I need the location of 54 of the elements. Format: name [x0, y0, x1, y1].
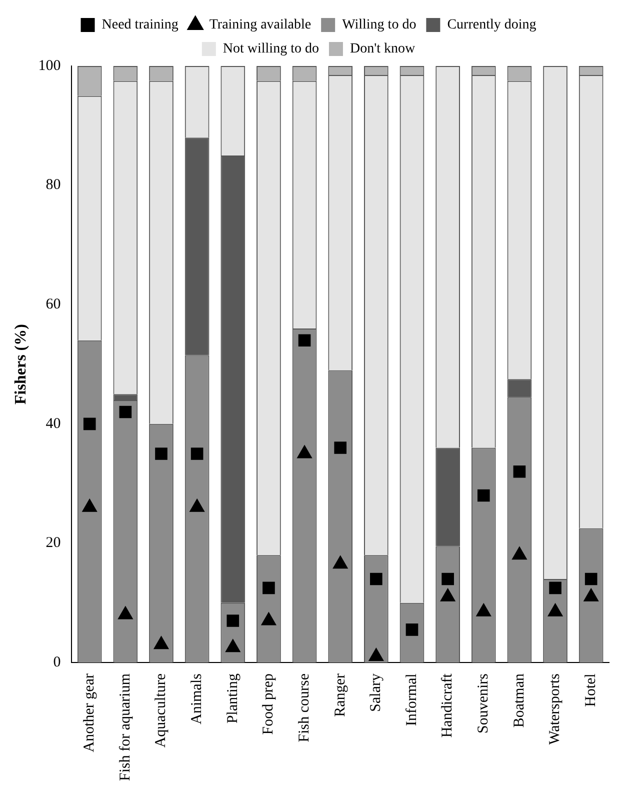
point [190, 448, 204, 460]
point [155, 448, 168, 460]
x-tick-label: Salary [368, 673, 384, 712]
point [298, 334, 311, 347]
point [548, 603, 563, 616]
x-tick-label: Handicraft [440, 672, 456, 738]
x-tick-label: Animals [189, 673, 206, 724]
point [334, 442, 347, 454]
point [370, 572, 382, 586]
legend-label: Don't know [350, 42, 416, 57]
x-tick-label: Ranger [332, 674, 348, 717]
point [368, 648, 384, 662]
point [332, 556, 348, 569]
point [549, 582, 562, 594]
legend-label: Training available [209, 18, 312, 33]
point [513, 465, 526, 478]
point [225, 639, 240, 652]
x-tick-label: Boatman [511, 673, 528, 728]
x-tick-label: Planting [224, 673, 241, 724]
x-tick-label: Aquaculture [153, 673, 170, 748]
point [190, 498, 204, 512]
point [584, 572, 598, 586]
x-tick-label: Informal [404, 674, 420, 726]
y-tick-label: 40 [46, 416, 61, 432]
x-tick-label: Souvenirs [476, 673, 492, 734]
y-tick-label: 100 [38, 58, 61, 74]
x-tick-label: Another gear [82, 674, 98, 752]
legend-label: Need training [102, 18, 178, 33]
y-axis-title: Fishers (%) [12, 324, 30, 404]
point [584, 588, 599, 602]
point [442, 572, 454, 586]
x-tick-label: Fish for aquarium [117, 673, 134, 781]
x-tick-label: Food prep [260, 674, 277, 735]
legend-label: Willing to do [342, 18, 416, 33]
point [261, 612, 276, 626]
legend-label: Currently doing [447, 18, 536, 33]
legend-label: Not willing to do [222, 42, 319, 57]
point [512, 546, 527, 560]
y-tick-label: 20 [46, 535, 61, 552]
point [440, 588, 456, 602]
point [119, 406, 132, 418]
point [118, 606, 133, 620]
y-tick-label: 80 [46, 177, 61, 194]
point [476, 603, 492, 616]
x-tick-label: Hotel [583, 674, 600, 707]
point [82, 498, 98, 512]
point [477, 489, 490, 502]
y-tick-label: 0 [53, 654, 61, 670]
point [262, 582, 275, 594]
y-tick-label: 60 [46, 296, 61, 313]
point [154, 636, 169, 650]
x-tick-label: Fish course [296, 673, 312, 742]
point [83, 418, 96, 430]
x-tick-label: Watersports [547, 673, 564, 745]
